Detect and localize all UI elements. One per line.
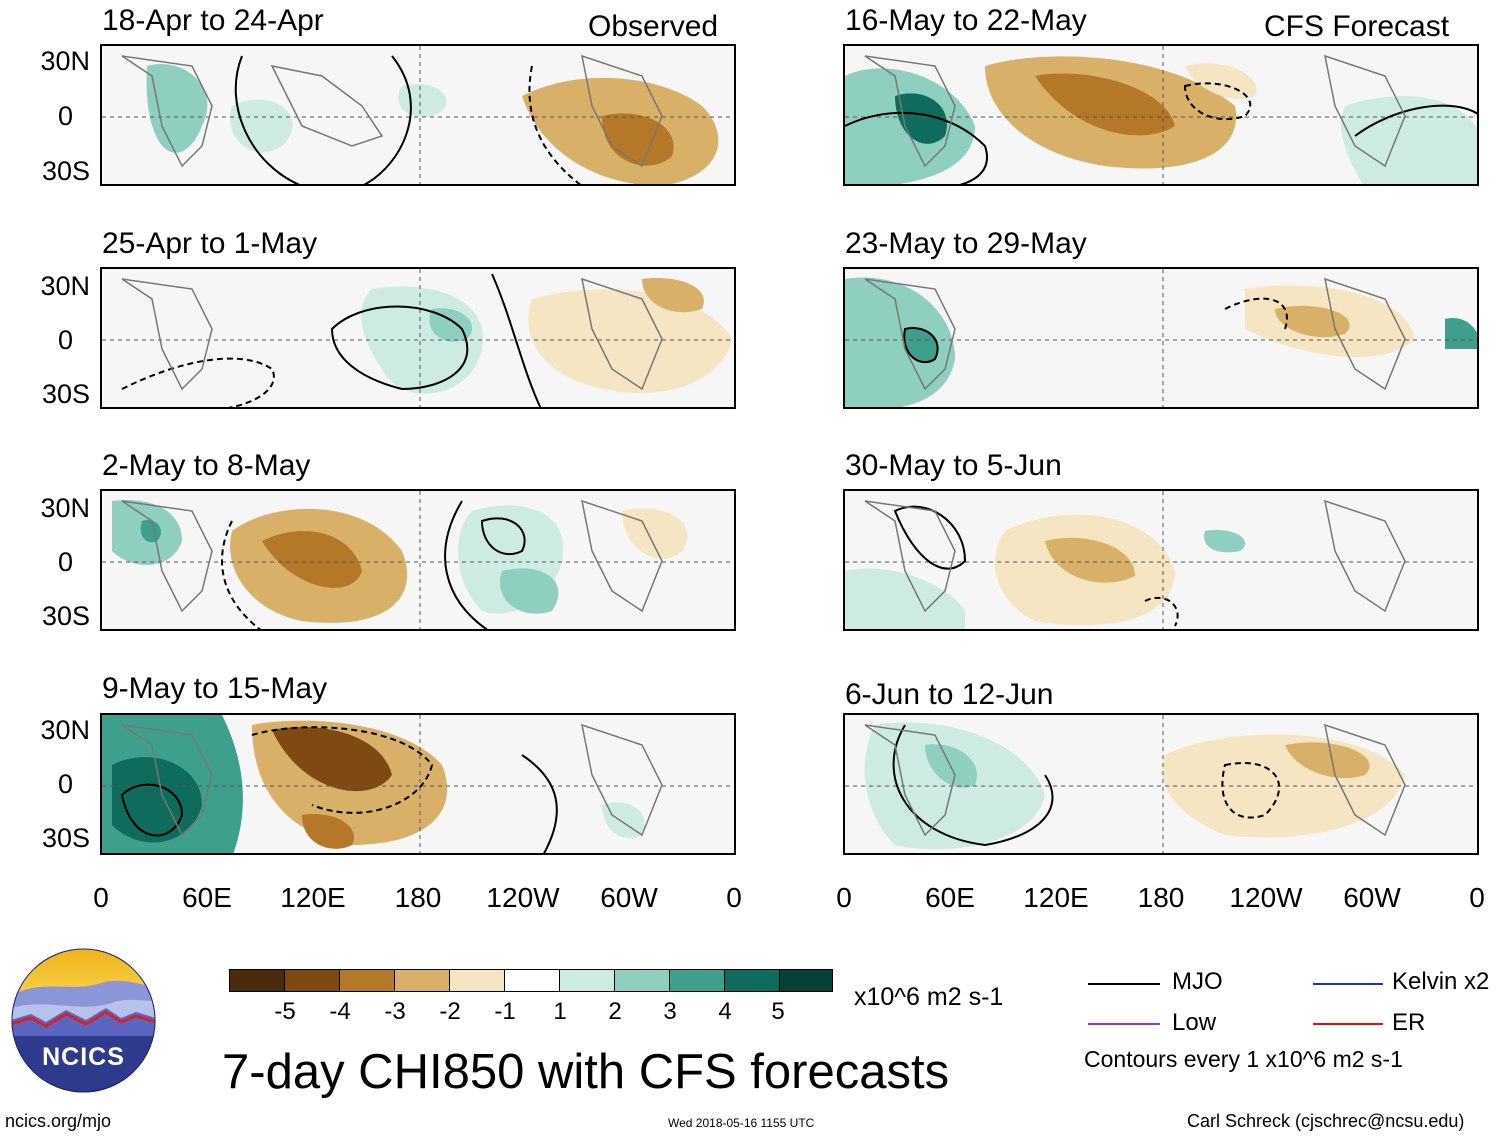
legend-mjo-label: MJO <box>1172 968 1223 995</box>
main-title: 7-day CHI850 with CFS forecasts <box>222 1045 950 1099</box>
legend-er-line <box>1313 1023 1383 1025</box>
lon-label: 0 <box>726 882 742 913</box>
legend-kelvin-line <box>1313 983 1383 985</box>
lon-label: 0 <box>1469 882 1485 913</box>
colorbar-swatch <box>284 969 340 992</box>
lat-label-30s: 30S <box>41 379 90 409</box>
colorbar-label: -1 <box>494 998 516 1025</box>
ncics-logo: NCICS <box>11 948 156 1093</box>
ncics-logo-text: NCICS <box>42 1043 125 1071</box>
lon-label: 60W <box>600 882 658 913</box>
lon-label: 120W <box>1229 882 1303 913</box>
map-panel-fc4 <box>843 713 1479 855</box>
colorbar-label: -2 <box>439 998 461 1025</box>
panel-title-obs4: 9-May to 15-May <box>102 672 328 705</box>
colorbar-label: 2 <box>608 998 622 1025</box>
lat-label-30s: 30S <box>41 823 90 853</box>
map-panel-fc2 <box>843 267 1479 409</box>
colorbar-label: 1 <box>553 998 567 1025</box>
colorbar-label: -5 <box>274 998 296 1025</box>
colorbar-label: -3 <box>384 998 406 1025</box>
lat-label-30n: 30N <box>40 493 90 523</box>
colorbar-swatch <box>339 969 395 992</box>
lat-label-eq: 0 <box>57 769 73 799</box>
lat-label-30n: 30N <box>40 46 90 76</box>
panel-title-fc2: 23-May to 29-May <box>845 227 1087 260</box>
legend-mjo-line <box>1088 983 1160 985</box>
colorbar-label: -4 <box>329 998 351 1025</box>
colorbar-label: 4 <box>718 998 732 1025</box>
cfs-forecast-label: CFS Forecast <box>1264 10 1450 43</box>
map-panel-fc3 <box>843 489 1479 631</box>
map-panel-obs4 <box>100 713 736 855</box>
map-panel-obs3 <box>100 489 736 631</box>
lon-label: 120E <box>280 882 346 913</box>
colorbar-swatch <box>724 969 780 992</box>
lon-label: 120W <box>486 882 560 913</box>
colorbar-swatch <box>504 969 560 992</box>
colorbar-swatch <box>559 969 615 992</box>
colorbar-label: 5 <box>771 998 785 1025</box>
lat-label-30n: 30N <box>40 715 90 745</box>
lon-label: 0 <box>836 882 852 913</box>
lat-label-eq: 0 <box>57 101 73 131</box>
footer-author: Carl Schreck (cjschrec@ncsu.edu) <box>1187 1111 1465 1131</box>
colorbar-swatch <box>449 969 505 992</box>
lon-label: 60E <box>925 882 975 913</box>
lat-label-30s: 30S <box>41 601 90 631</box>
colorbar-swatch <box>614 969 670 992</box>
map-panel-obs1 <box>100 44 736 186</box>
lat-label-30n: 30N <box>40 271 90 301</box>
map-panel-obs2 <box>100 267 736 409</box>
panel-title-obs3: 2-May to 8-May <box>102 449 311 482</box>
colorbar-swatch <box>669 969 725 992</box>
legend-er-label: ER <box>1392 1009 1426 1036</box>
legend-low-line <box>1088 1023 1160 1025</box>
panel-title-fc4: 6-Jun to 12-Jun <box>845 678 1054 711</box>
lon-label: 60W <box>1343 882 1401 913</box>
colorbar-label: 3 <box>663 998 677 1025</box>
map-panel-fc1 <box>843 44 1479 186</box>
panel-title-obs1: 18-Apr to 24-Apr <box>102 4 324 37</box>
legend-kelvin-label: Kelvin x2 <box>1392 968 1490 995</box>
colorbar-swatch <box>229 969 285 992</box>
lon-label: 0 <box>93 882 109 913</box>
lat-label-30s: 30S <box>41 156 90 186</box>
colorbar-swatch <box>779 969 833 992</box>
lon-label: 180 <box>1137 882 1185 913</box>
legend-low-label: Low <box>1172 1009 1217 1036</box>
panel-title-obs2: 25-Apr to 1-May <box>102 227 318 260</box>
lat-label-eq: 0 <box>57 547 73 577</box>
panel-title-fc3: 30-May to 5-Jun <box>845 449 1062 482</box>
lon-label: 120E <box>1023 882 1089 913</box>
lon-label: 60E <box>182 882 232 913</box>
panel-title-fc1: 16-May to 22-May <box>845 4 1087 37</box>
lon-label: 180 <box>394 882 442 913</box>
colorbar-swatch <box>394 969 450 992</box>
colorbar-units: x10^6 m2 s-1 <box>854 983 1004 1011</box>
footer-timestamp: Wed 2018-05-16 1155 UTC <box>668 1116 815 1130</box>
footer-url[interactable]: ncics.org/mjo <box>5 1111 112 1131</box>
contours-note: Contours every 1 x10^6 m2 s-1 <box>1084 1046 1403 1072</box>
observed-label: Observed <box>588 10 719 43</box>
lat-label-eq: 0 <box>57 325 73 355</box>
